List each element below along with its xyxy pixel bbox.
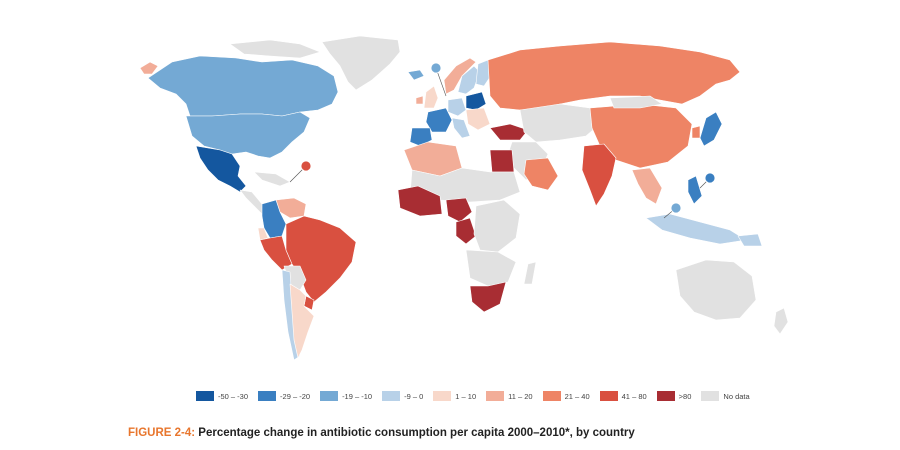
legend-swatch: [701, 391, 720, 401]
region-italy: [451, 117, 471, 139]
region-turkey: [489, 123, 529, 141]
region-malaysia-indonesia: [645, 213, 747, 245]
region-india: [581, 143, 617, 207]
region-greenland: [321, 35, 401, 91]
legend-swatch: [433, 391, 452, 401]
legend-item: -19 – -10: [320, 391, 372, 401]
region-arctic-islands: [229, 39, 321, 59]
legend-label: -50 – -30: [218, 391, 249, 401]
legend-label: -19 – -10: [342, 391, 373, 401]
region-mexico: [195, 145, 247, 193]
legend-item: 11 – 20: [486, 391, 533, 401]
region-east-africa: [473, 199, 521, 253]
region-philippines: [687, 175, 703, 205]
legend-label: -29 – -20: [280, 391, 311, 401]
legend-swatch: [382, 391, 401, 401]
region-southern-africa: [465, 249, 517, 287]
map-legend: -50 – -30 -29 – -20 -19 – -10 -9 – 0 1 –…: [196, 388, 760, 404]
legend-item: 21 – 40: [542, 391, 590, 401]
region-alaska: [139, 61, 159, 75]
region-balkans: [465, 107, 491, 131]
region-central-africa: [455, 217, 477, 245]
legend-label: 1 – 10: [455, 391, 477, 401]
region-finland: [475, 59, 493, 87]
legend-label: 41 – 80: [621, 391, 647, 401]
region-ecuador: [257, 227, 269, 241]
region-poland: [465, 91, 487, 111]
legend-item: 1 – 10: [433, 391, 476, 401]
denmark-marker: [430, 62, 442, 74]
legend-item: -9 – 0: [382, 391, 423, 401]
region-norway: [443, 57, 477, 95]
region-china: [589, 103, 693, 169]
region-madagascar: [523, 261, 537, 285]
legend-swatch: [196, 391, 214, 401]
legend-label: 11 – 20: [508, 391, 533, 401]
legend-swatch: [542, 391, 561, 401]
region-australia: [675, 259, 757, 321]
legend-label: No data: [723, 391, 750, 401]
region-west-africa: [397, 185, 443, 217]
region-mongolia: [609, 95, 663, 109]
legend-item: >80: [656, 391, 692, 401]
region-iceland: [407, 69, 425, 81]
legend-swatch: [320, 391, 339, 401]
region-caribbean: [253, 171, 291, 187]
legend-swatch: [258, 391, 277, 401]
region-argentina: [289, 283, 315, 359]
world-map: [139, 35, 789, 361]
region-new-zealand: [773, 307, 789, 335]
region-ireland: [415, 95, 424, 105]
region-canada: [147, 55, 339, 117]
region-uk: [423, 85, 439, 109]
figure-number: FIGURE 2-4:: [128, 427, 196, 439]
legend-item: 41 – 80: [599, 391, 647, 401]
legend-swatch: [599, 391, 618, 401]
legend-swatch: [656, 391, 675, 401]
region-south-africa: [469, 281, 507, 313]
legend-item: -29 – -20: [258, 391, 310, 401]
region-central-asia: [519, 103, 601, 143]
figure-title: Percentage change in antibiotic consumpt…: [195, 427, 635, 439]
region-saudi-arabia: [523, 157, 559, 191]
legend-label: -9 – 0: [404, 391, 424, 401]
region-southeast-asia: [631, 167, 663, 205]
legend-swatch: [486, 391, 505, 401]
region-germany: [447, 97, 467, 117]
singapore-marker: [670, 202, 682, 214]
region-egypt: [489, 149, 515, 173]
philippines-marker: [704, 172, 716, 184]
legend-item: -50 – -30: [196, 391, 248, 401]
region-japan: [699, 111, 723, 147]
region-korea: [691, 125, 701, 139]
region-nigeria: [445, 197, 473, 223]
region-france: [425, 107, 453, 133]
puerto-rico-marker: [300, 160, 312, 172]
figure-caption: FIGURE 2-4: Percentage change in antibio…: [128, 427, 635, 439]
region-sweden: [457, 65, 481, 95]
legend-label: 21 – 40: [564, 391, 590, 401]
legend-label: >80: [678, 391, 692, 401]
region-papua: [737, 233, 763, 247]
legend-item: No data: [701, 391, 750, 401]
